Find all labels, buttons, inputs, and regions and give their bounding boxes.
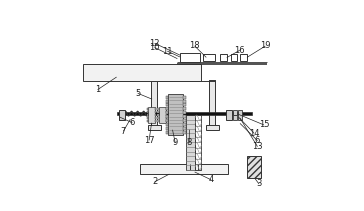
Bar	[166, 108, 167, 110]
Bar	[147, 117, 148, 119]
Bar	[209, 80, 215, 128]
Bar	[147, 108, 148, 110]
Bar	[166, 111, 168, 114]
Bar	[233, 110, 237, 115]
Bar	[195, 115, 201, 170]
Bar	[147, 120, 148, 122]
Bar	[166, 111, 167, 113]
Bar	[147, 114, 148, 116]
Bar	[238, 110, 242, 120]
Text: 6: 6	[130, 118, 135, 127]
Bar	[183, 103, 186, 106]
Text: 4: 4	[209, 175, 214, 184]
Bar	[151, 80, 157, 128]
Bar	[166, 107, 168, 110]
Bar	[183, 115, 186, 118]
Bar	[166, 119, 168, 122]
Bar	[157, 108, 159, 110]
Bar	[183, 127, 186, 130]
Bar	[147, 111, 148, 113]
Text: 9: 9	[173, 138, 178, 147]
Text: 2: 2	[152, 177, 157, 186]
Text: 17: 17	[144, 136, 154, 145]
Bar	[157, 114, 159, 116]
Bar	[166, 117, 167, 119]
Bar	[180, 53, 200, 62]
Text: 16: 16	[234, 46, 245, 55]
Bar	[166, 131, 168, 134]
Text: 6: 6	[255, 136, 260, 145]
Bar	[119, 110, 124, 120]
Text: 8: 8	[186, 138, 192, 147]
Bar	[157, 117, 159, 119]
Text: 15: 15	[258, 120, 269, 129]
Bar	[220, 54, 227, 61]
Bar	[166, 114, 167, 116]
Text: 18: 18	[189, 42, 200, 50]
Text: 10: 10	[149, 43, 160, 52]
Bar	[233, 115, 237, 120]
Text: 11: 11	[162, 47, 173, 55]
Bar	[157, 120, 159, 122]
Bar	[159, 107, 166, 123]
Bar	[183, 119, 186, 122]
Bar	[230, 54, 237, 61]
Bar	[186, 115, 195, 170]
Bar	[155, 120, 157, 122]
Bar	[168, 94, 183, 135]
Text: 12: 12	[149, 39, 160, 48]
Bar	[226, 110, 232, 120]
Bar	[157, 111, 159, 113]
Bar	[155, 111, 157, 113]
Bar	[166, 96, 168, 99]
Text: 3: 3	[256, 180, 262, 188]
Bar	[166, 127, 168, 130]
Bar	[183, 107, 186, 110]
Bar	[183, 111, 186, 114]
Text: 7: 7	[120, 127, 126, 136]
Bar	[148, 107, 155, 123]
Bar	[240, 54, 247, 61]
Bar	[116, 112, 252, 115]
Bar	[155, 114, 157, 116]
Bar	[83, 64, 201, 81]
Bar	[248, 156, 261, 178]
Bar	[183, 131, 186, 134]
Bar	[155, 117, 157, 119]
Bar	[183, 96, 186, 99]
Text: 13: 13	[252, 142, 263, 151]
Text: 5: 5	[135, 89, 140, 98]
Bar	[166, 123, 168, 126]
Bar	[166, 103, 168, 106]
Bar	[183, 100, 186, 103]
Bar	[203, 54, 215, 61]
Bar	[166, 100, 168, 103]
Bar	[166, 120, 167, 122]
Text: 14: 14	[249, 129, 260, 138]
Bar	[148, 125, 161, 130]
Bar	[155, 108, 157, 110]
Bar	[166, 115, 168, 118]
Bar	[183, 123, 186, 126]
Bar	[140, 164, 229, 174]
Text: 19: 19	[260, 42, 270, 50]
Text: 1: 1	[95, 85, 100, 94]
Bar	[206, 125, 219, 130]
